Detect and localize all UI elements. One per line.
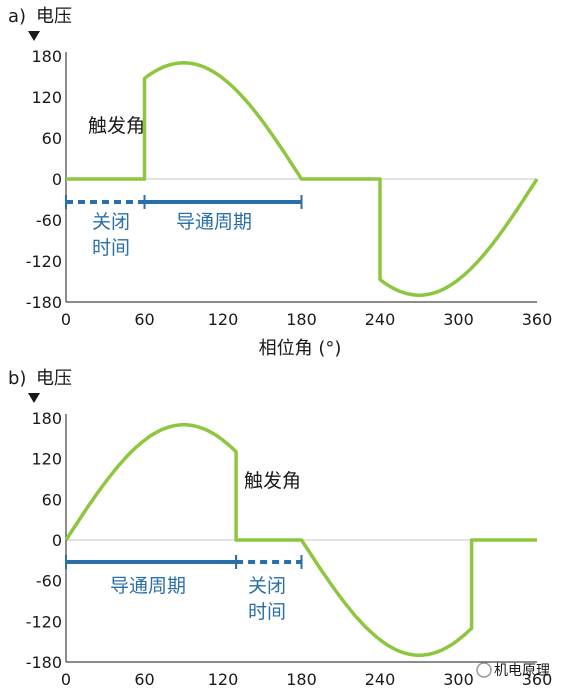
panel-b-label: b) <box>8 368 26 389</box>
x-tick-label: 360 <box>522 670 553 689</box>
x-tick-label: 120 <box>208 310 239 329</box>
x-tick-label: 0 <box>61 310 71 329</box>
x-tick-label: 60 <box>134 670 154 689</box>
y-axis-arrow-icon <box>28 393 40 403</box>
wechat-icon <box>476 662 492 678</box>
panel-b-y-axis-label: 电压 <box>36 368 72 389</box>
y-tick-label: 0 <box>52 170 62 189</box>
y-tick-label: -120 <box>26 612 62 631</box>
x-tick-label: 180 <box>286 670 317 689</box>
trigger-angle-annotation: 触发角 <box>88 115 145 137</box>
x-tick-label: 180 <box>286 310 317 329</box>
y-tick-label: 120 <box>31 450 62 469</box>
watermark: 机电原理 <box>476 662 550 679</box>
panel-a-y-axis-label: 电压 <box>36 6 72 27</box>
panel-b: b) 电压 180 120 60 0 -60 -120 -180 0 60 120 180 240 3… <box>8 368 552 689</box>
voltage-waveform-line <box>66 61 539 297</box>
panel-a: a) 电压 180 120 60 0 -60 -120 -180 0 60 120 180 240 3… <box>8 6 552 359</box>
x-tick-label: 300 <box>443 670 474 689</box>
y-tick-label: 0 <box>52 531 62 550</box>
y-tick-label: -60 <box>36 572 62 591</box>
y-tick-label: -120 <box>26 252 62 271</box>
y-tick-label: -60 <box>36 211 62 230</box>
conduction-period-label: 导通周期 <box>110 575 186 597</box>
off-time-label-line2: 时间 <box>248 601 286 623</box>
off-time-label-line2: 时间 <box>92 237 130 259</box>
y-tick-label: 120 <box>31 88 62 107</box>
y-tick-label: 180 <box>31 47 62 66</box>
y-tick-label: -180 <box>26 293 62 312</box>
x-tick-label: 240 <box>365 310 396 329</box>
x-tick-label: 300 <box>443 310 474 329</box>
y-tick-label: 60 <box>42 490 62 509</box>
voltage-waveform-line <box>64 423 537 657</box>
y-tick-label: 180 <box>31 409 62 428</box>
trigger-angle-annotation: 触发角 <box>244 470 301 492</box>
x-tick-label: 60 <box>134 310 154 329</box>
y-tick-label: 60 <box>42 129 62 148</box>
x-tick-label: 0 <box>61 670 71 689</box>
x-tick-label: 360 <box>522 310 553 329</box>
off-time-label-line1: 关闭 <box>248 575 286 597</box>
x-tick-label: 240 <box>365 670 396 689</box>
y-axis-arrow-icon <box>28 31 40 41</box>
conduction-period-label: 导通周期 <box>176 211 252 233</box>
x-axis-label: 相位角 (°) <box>259 338 342 359</box>
y-tick-label: -180 <box>26 653 62 672</box>
panel-a-label: a) <box>8 6 26 27</box>
watermark-text: 机电原理 <box>494 663 550 679</box>
off-time-label-line1: 关闭 <box>92 211 130 233</box>
x-tick-label: 120 <box>208 670 239 689</box>
